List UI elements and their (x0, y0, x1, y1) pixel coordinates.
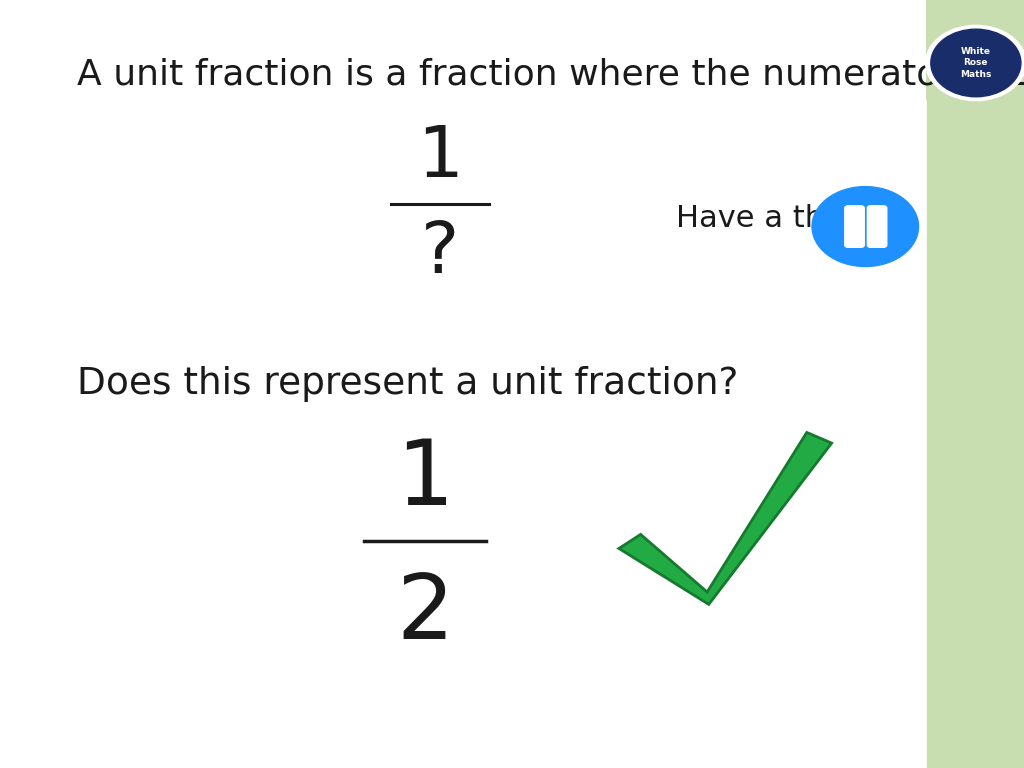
Text: 1: 1 (418, 123, 463, 192)
Circle shape (931, 29, 1021, 97)
Text: 1: 1 (396, 436, 454, 524)
Bar (927, 0, 1024, 768)
Text: White
Rose
Maths: White Rose Maths (961, 48, 991, 78)
Text: A unit fraction is a fraction where the numerator is 1: A unit fraction is a fraction where the … (77, 58, 1024, 91)
Circle shape (926, 25, 1024, 101)
Circle shape (812, 187, 919, 266)
FancyBboxPatch shape (845, 206, 864, 247)
Text: 2: 2 (396, 571, 454, 658)
Text: Does this represent a unit fraction?: Does this represent a unit fraction? (77, 366, 738, 402)
Polygon shape (927, 0, 1024, 100)
Text: ?: ? (421, 219, 460, 288)
FancyBboxPatch shape (867, 206, 887, 247)
Polygon shape (618, 432, 831, 604)
Text: Have a think: Have a think (676, 204, 869, 233)
